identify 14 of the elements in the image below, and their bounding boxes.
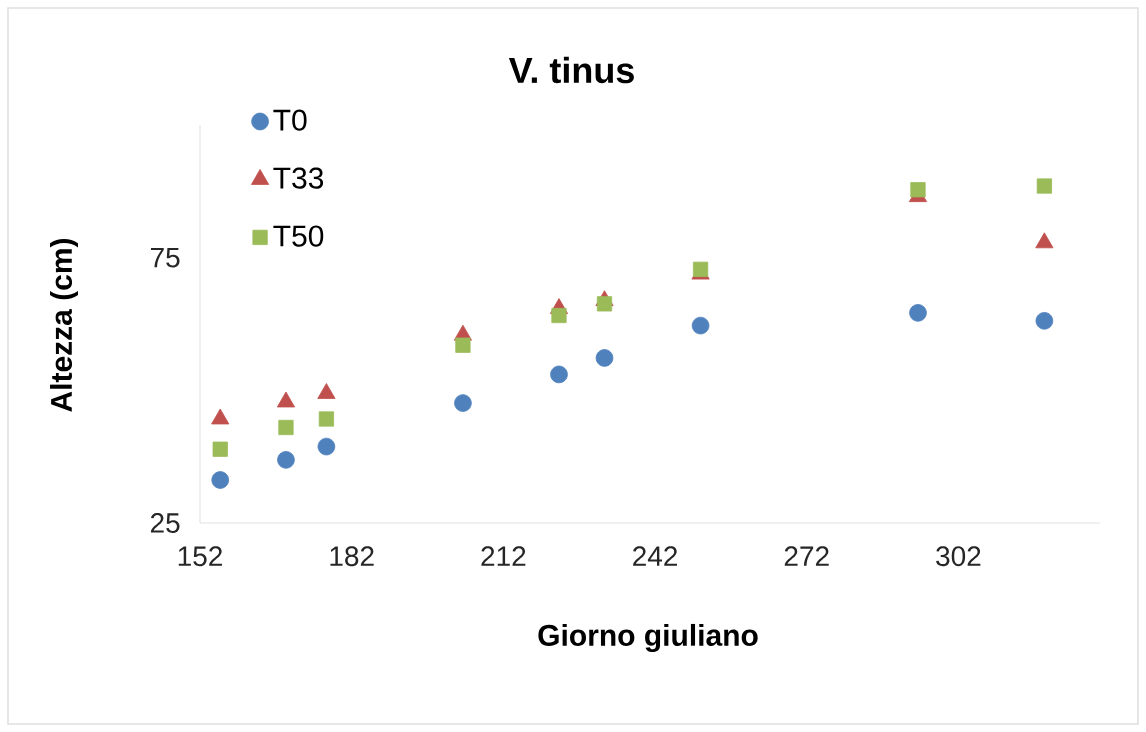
x-tick-label: 212 [481, 546, 526, 566]
x-tick-label: 152 [178, 546, 222, 567]
y-tick-label: 25 [150, 513, 180, 533]
y-tick-label: 75 [150, 247, 180, 268]
chart-title: V. tinus [508, 56, 634, 84]
x-tick-label: 302 [936, 546, 981, 567]
x-tick-label: 182 [330, 546, 374, 567]
legend-label: T50 [273, 225, 324, 247]
x-tick-label: 242 [633, 546, 678, 566]
x-tick-label: 272 [784, 546, 829, 566]
legend-label: T0 [273, 109, 307, 131]
y-axis-title: Altezza (cm) [50, 239, 78, 412]
x-axis-title: Giorno giuliano [538, 623, 758, 653]
legend-label: T33 [273, 167, 324, 189]
